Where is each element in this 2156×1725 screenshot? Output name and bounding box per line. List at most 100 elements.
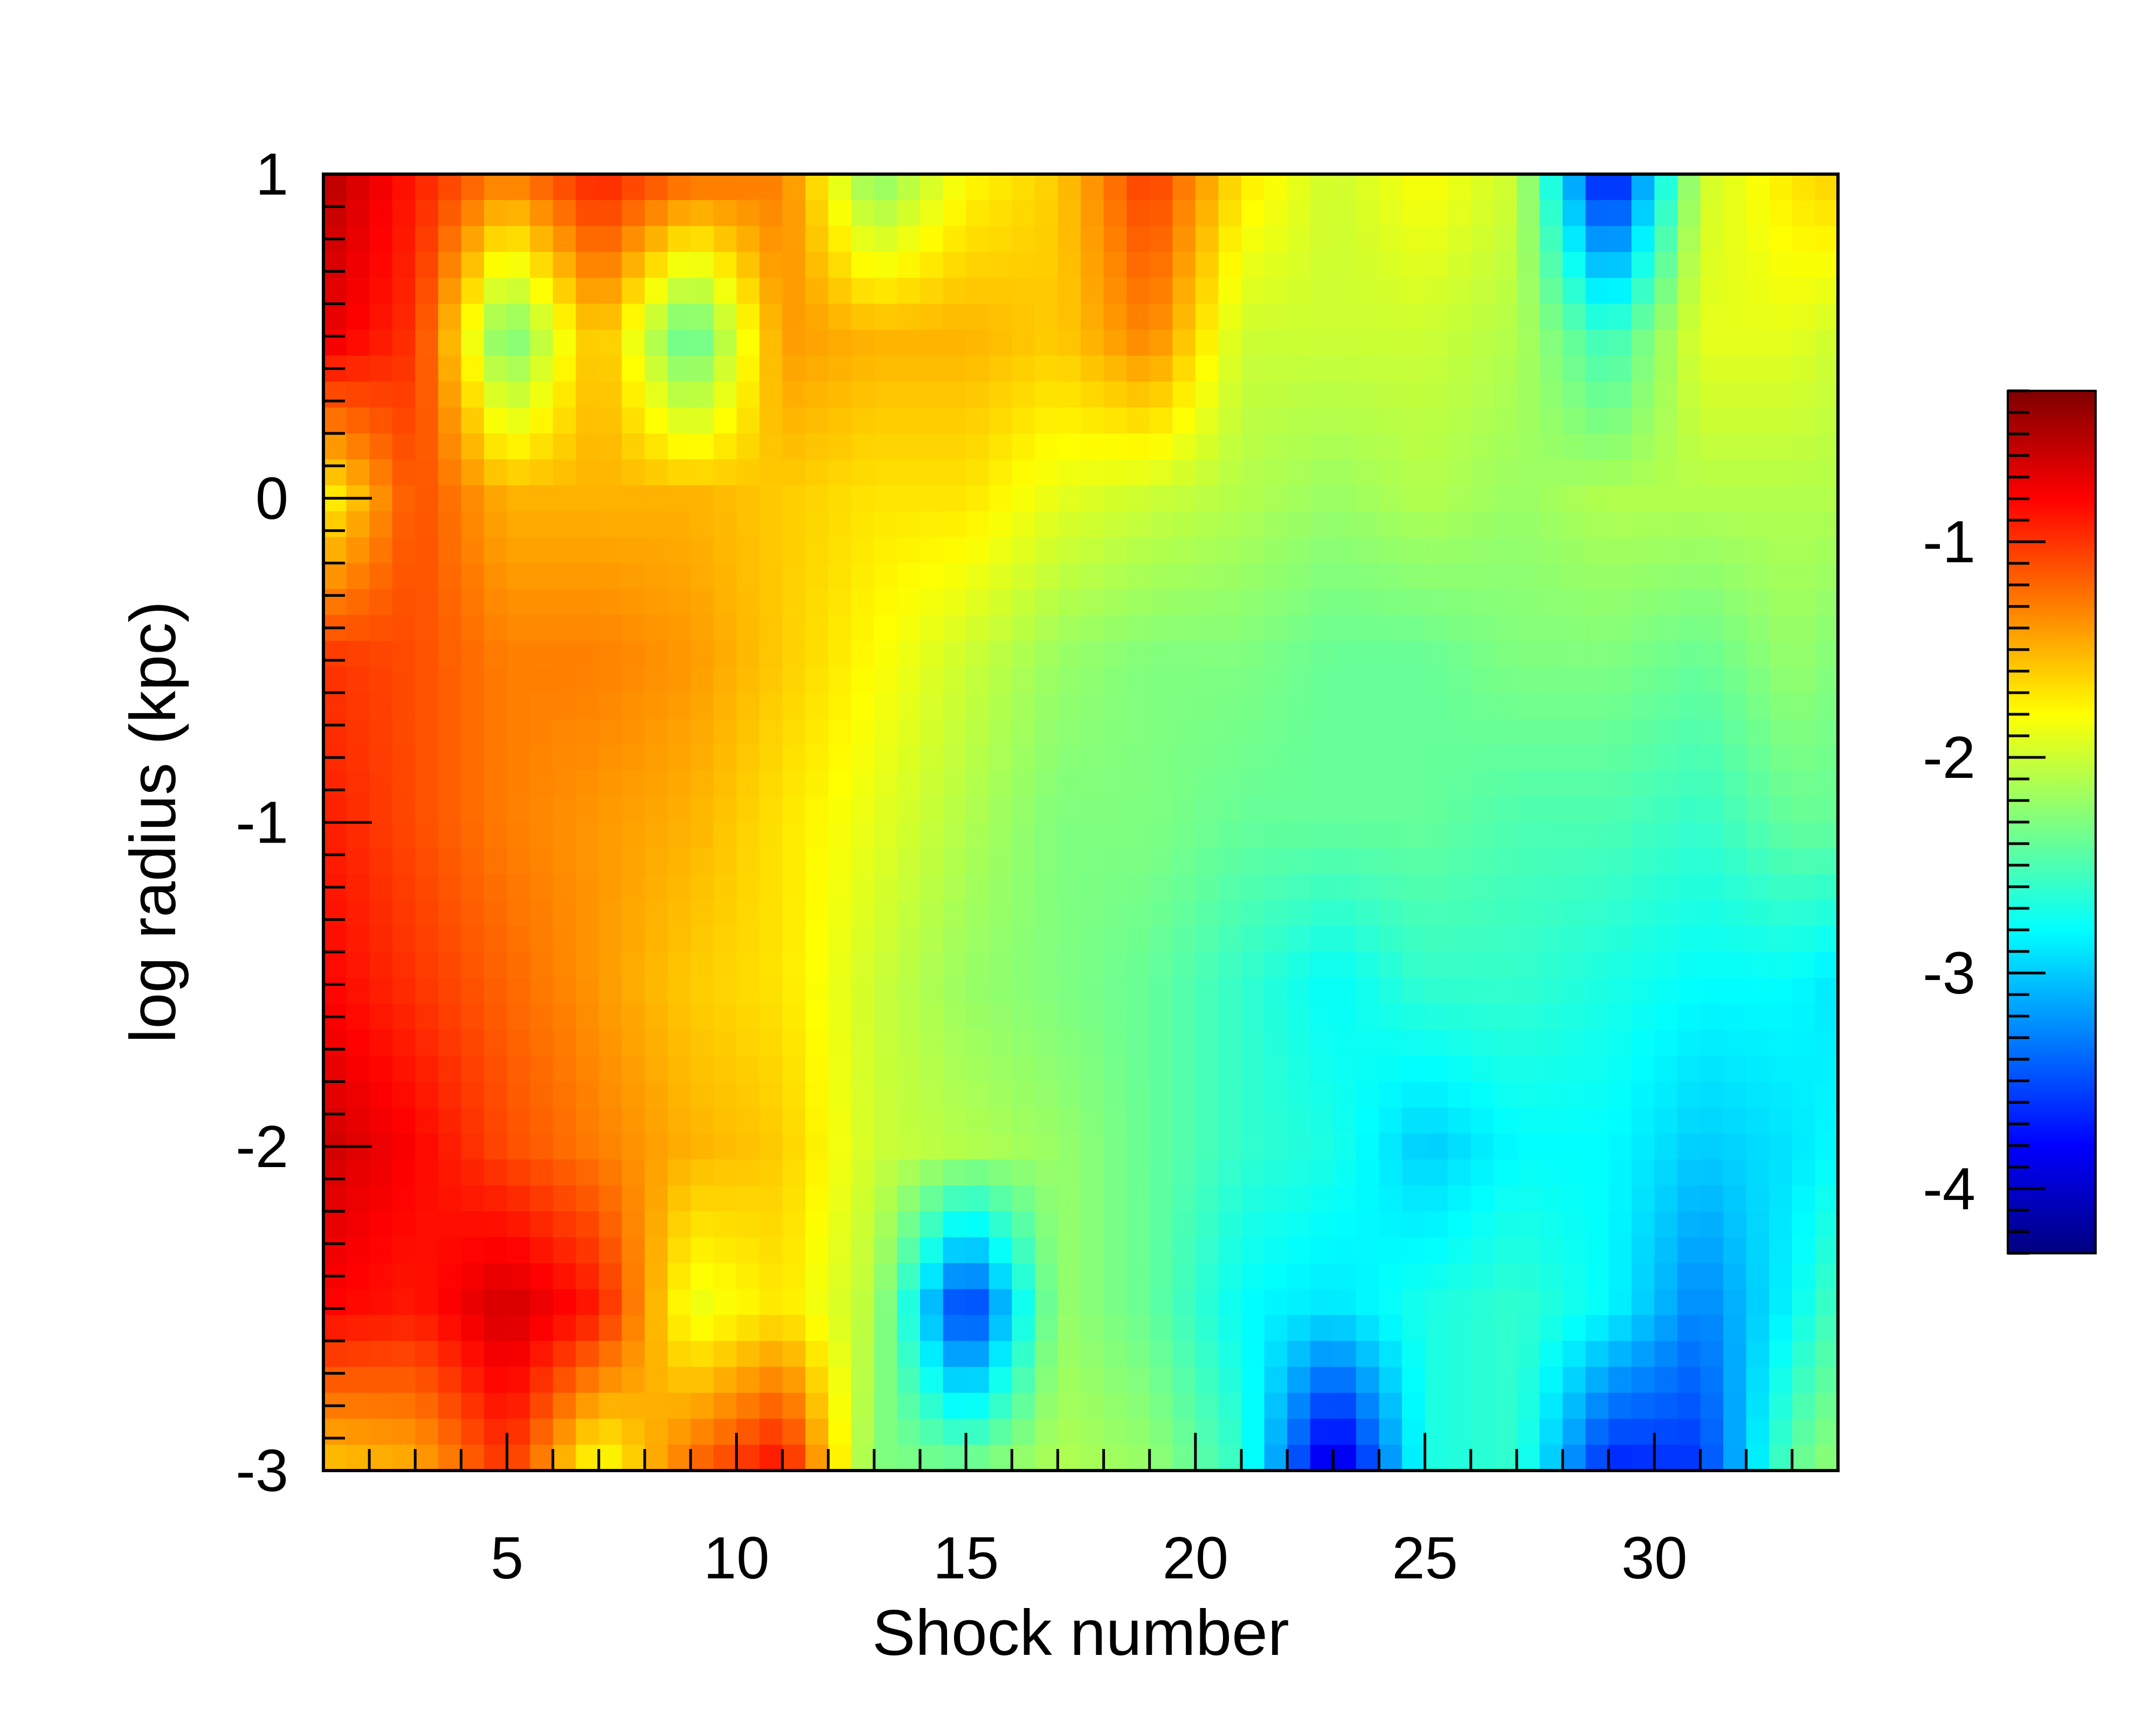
heatmap-cell (1769, 926, 1793, 953)
heatmap-cell (1516, 822, 1540, 849)
heatmap-cell (1700, 640, 1724, 667)
heatmap-cell (369, 1133, 393, 1160)
heatmap-cell (736, 537, 760, 564)
heatmap-cell (1356, 615, 1380, 641)
heatmap-cell (1264, 589, 1288, 616)
heatmap-cell (1218, 1133, 1242, 1160)
heatmap-cell (851, 770, 875, 797)
heatmap-cell (1012, 1107, 1035, 1134)
heatmap-cell (1402, 1055, 1426, 1082)
heatmap-cell (346, 1392, 370, 1419)
heatmap-cell (1012, 848, 1035, 875)
heatmap-cell (1218, 1185, 1242, 1212)
heatmap-cell (438, 1315, 462, 1342)
heatmap-cell (645, 1081, 668, 1108)
heatmap-cell (1516, 693, 1540, 719)
heatmap-cell (1103, 615, 1127, 641)
heatmap-cell (484, 485, 508, 512)
heatmap-cell (736, 355, 760, 382)
heatmap-cell (1723, 355, 1747, 382)
heatmap-cell (598, 693, 623, 719)
heatmap-cell (1516, 433, 1540, 460)
heatmap-cell (1723, 1055, 1747, 1082)
heatmap-cell (530, 278, 554, 305)
heatmap-cell (1034, 1392, 1059, 1419)
heatmap-cell (507, 1185, 530, 1212)
heatmap-cell (966, 485, 990, 512)
heatmap-cell (369, 459, 393, 486)
heatmap-cell (805, 1341, 829, 1368)
heatmap-cell (874, 952, 898, 978)
heatmap-cell (736, 1030, 760, 1057)
heatmap-cell (1081, 1367, 1104, 1393)
heatmap-cell (805, 822, 829, 849)
heatmap-cell (1425, 848, 1449, 875)
heatmap-cell (323, 1107, 347, 1134)
heatmap-cell (1608, 303, 1632, 330)
heatmap-cell (1012, 1444, 1035, 1471)
heatmap-cell (392, 874, 416, 901)
heatmap-cell (874, 1055, 898, 1082)
heatmap-cell (1264, 615, 1288, 641)
heatmap-cell (1677, 381, 1701, 408)
heatmap-cell (1677, 589, 1701, 616)
x-tick-label: 10 (703, 1525, 769, 1591)
heatmap-cell (1516, 200, 1540, 226)
heatmap-cell (1287, 1341, 1311, 1368)
heatmap-cell (621, 537, 645, 564)
heatmap-cell (1608, 278, 1632, 305)
heatmap-cell (621, 1341, 645, 1368)
heatmap-cell (1172, 615, 1196, 641)
heatmap-cell (667, 537, 692, 564)
heatmap-cell (1723, 1289, 1747, 1316)
heatmap-cell (805, 640, 829, 667)
heatmap-cell (415, 1004, 439, 1031)
heatmap-cell (1241, 1237, 1265, 1264)
heatmap-cell (1333, 1315, 1357, 1342)
heatmap-cell (874, 1367, 898, 1393)
heatmap-cell (1356, 537, 1380, 564)
heatmap-cell (1539, 693, 1563, 719)
heatmap-cell (507, 511, 530, 538)
heatmap-cell (484, 822, 508, 849)
heatmap-cell (1654, 744, 1678, 771)
heatmap-cell (1103, 640, 1127, 667)
heatmap-cell (1677, 1315, 1701, 1342)
heatmap-cell (1815, 1107, 1838, 1134)
heatmap-cell (1700, 537, 1724, 564)
heatmap-cell (874, 978, 898, 1004)
heatmap-cell (1494, 1107, 1517, 1134)
heatmap-cell (1792, 1030, 1816, 1057)
heatmap-cell (1494, 1133, 1517, 1160)
heatmap-cell (1539, 822, 1563, 849)
heatmap-cell (1608, 900, 1632, 927)
heatmap-cell (1815, 693, 1838, 719)
heatmap-cell (966, 303, 990, 330)
heatmap-cell (323, 640, 347, 667)
heatmap-cell (1448, 1211, 1471, 1238)
heatmap-cell (920, 874, 944, 901)
heatmap-cell (392, 226, 416, 253)
heatmap-cell (782, 952, 806, 978)
heatmap-cell (1815, 1263, 1838, 1290)
heatmap-cell (1700, 252, 1724, 279)
heatmap-cell (1103, 355, 1127, 382)
heatmap-cell (851, 252, 875, 279)
heatmap-cell (1310, 329, 1334, 356)
heatmap-cell (1470, 303, 1495, 330)
heatmap-cell (530, 978, 554, 1004)
heatmap-cell (1241, 200, 1265, 226)
heatmap-cell (645, 174, 668, 201)
heatmap-cell (507, 485, 530, 512)
heatmap-cell (736, 589, 760, 616)
heatmap-cell (1631, 666, 1655, 693)
heatmap-cell (323, 278, 347, 305)
heatmap-cell (1448, 1315, 1471, 1342)
heatmap-cell (943, 693, 966, 719)
heatmap-cell (1631, 1289, 1655, 1316)
heatmap-cell (346, 1081, 370, 1108)
heatmap-cell (598, 563, 623, 590)
heatmap-cell (1058, 174, 1081, 201)
heatmap-cell (598, 355, 623, 382)
heatmap-cell (1149, 433, 1173, 460)
